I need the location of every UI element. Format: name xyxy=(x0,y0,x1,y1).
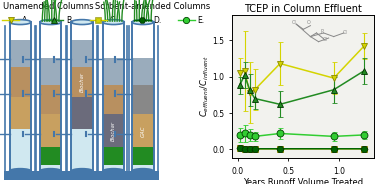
Bar xyxy=(132,165,153,171)
Ellipse shape xyxy=(40,169,61,174)
Text: Cl: Cl xyxy=(323,37,328,42)
Text: E.: E. xyxy=(197,16,204,25)
Text: Unamended Columns: Unamended Columns xyxy=(3,2,94,11)
Text: Cl: Cl xyxy=(342,30,347,35)
Bar xyxy=(66,171,98,178)
Text: Sorbent-amended Columns: Sorbent-amended Columns xyxy=(95,2,211,11)
Bar xyxy=(127,178,159,180)
Text: P: P xyxy=(320,29,323,34)
Bar xyxy=(98,178,130,180)
Bar xyxy=(34,171,67,178)
Text: O: O xyxy=(307,20,310,25)
Bar xyxy=(34,178,67,180)
Ellipse shape xyxy=(9,169,31,174)
Bar xyxy=(40,58,61,85)
Ellipse shape xyxy=(103,20,124,24)
Bar xyxy=(103,58,124,85)
Bar xyxy=(40,114,61,147)
Bar xyxy=(66,178,98,180)
Text: Biochar: Biochar xyxy=(80,72,85,92)
Bar xyxy=(71,97,93,129)
Ellipse shape xyxy=(9,20,31,24)
Text: Biochar: Biochar xyxy=(111,121,116,141)
Bar xyxy=(4,171,36,178)
Bar xyxy=(132,85,153,114)
Ellipse shape xyxy=(40,20,61,24)
Bar xyxy=(71,40,93,67)
Ellipse shape xyxy=(71,20,93,24)
Text: D.: D. xyxy=(153,16,162,25)
Title: TCEP in Column Effluent: TCEP in Column Effluent xyxy=(245,4,362,14)
Text: B.: B. xyxy=(66,16,73,25)
X-axis label: Years Runoff Volume Treated: Years Runoff Volume Treated xyxy=(243,178,363,184)
Bar xyxy=(9,129,31,171)
Bar xyxy=(103,85,124,114)
Text: Cl: Cl xyxy=(292,20,297,25)
Bar xyxy=(71,129,93,171)
Bar xyxy=(132,147,153,165)
Bar xyxy=(9,40,31,67)
Bar xyxy=(40,147,61,165)
Bar xyxy=(103,147,124,165)
Bar xyxy=(40,165,61,171)
Bar xyxy=(103,114,124,147)
Bar xyxy=(127,171,159,178)
Bar xyxy=(98,171,130,178)
Bar xyxy=(71,67,93,97)
Text: GAC: GAC xyxy=(140,125,145,137)
Bar xyxy=(40,85,61,114)
Bar xyxy=(9,67,31,97)
Y-axis label: $C_{effluent}/C_{influent}$: $C_{effluent}/C_{influent}$ xyxy=(198,55,211,118)
Ellipse shape xyxy=(132,169,153,174)
Bar xyxy=(103,165,124,171)
Text: C.: C. xyxy=(110,16,118,25)
Ellipse shape xyxy=(132,20,153,24)
Ellipse shape xyxy=(71,169,93,174)
Bar xyxy=(132,58,153,85)
Bar xyxy=(9,97,31,129)
Ellipse shape xyxy=(103,169,124,174)
Bar xyxy=(132,114,153,147)
Bar xyxy=(4,178,36,180)
Text: A.: A. xyxy=(22,16,29,25)
